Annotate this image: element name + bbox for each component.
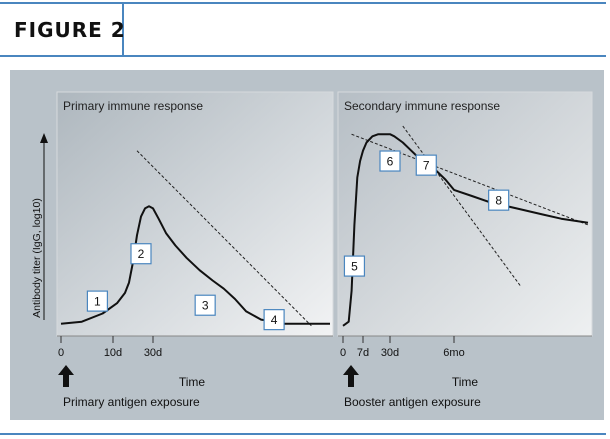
primary-annotation-label-4: 4: [271, 313, 278, 327]
primary-annotation-box-4: [263, 309, 285, 331]
secondary-panel-title: Secondary immune response: [344, 99, 500, 113]
primary-panel-title: Primary immune response: [63, 99, 203, 113]
secondary-annotation-box-7: [415, 154, 437, 176]
secondary-panel: [337, 91, 593, 337]
secondary-x-tick-label-0: 0: [340, 347, 346, 359]
primary-x-tick-label-0: 0: [58, 347, 64, 359]
primary-annotation-box-1: [86, 290, 109, 312]
primary-annotation-label-3: 3: [202, 299, 209, 313]
primary-x-tick-label-1: 10d: [104, 347, 122, 359]
primary-x-axis-label: Time: [179, 375, 206, 389]
secondary-exposure-label: Booster antigen exposure: [344, 395, 481, 409]
secondary-x-axis-label: Time: [452, 375, 479, 389]
secondary-response-curve: [342, 133, 589, 327]
header-top-rule: [0, 2, 606, 4]
figure-bottom-rule: [0, 433, 606, 435]
primary-exposure-label: Primary antigen exposure: [63, 395, 200, 409]
secondary-annotation-box-6: [379, 150, 401, 172]
secondary-annotation-box-8: [488, 189, 510, 211]
primary-annotation-box-2: [130, 243, 152, 265]
figure-label: FIGURE 2: [14, 18, 126, 42]
y-axis-label: Antibody titer (IgG, log10): [31, 198, 43, 318]
secondary-trend-line-1: [402, 125, 522, 287]
secondary-annotation-box-5: [343, 255, 366, 277]
secondary-annotation-label-7: 7: [423, 159, 430, 173]
secondary-annotation-label-8: 8: [495, 194, 502, 208]
secondary-x-tick-label-3: 6mo: [443, 347, 464, 359]
figure-header: FIGURE 2: [0, 0, 610, 58]
secondary-exposure-arrow: [343, 365, 359, 387]
primary-annotation-label-1: 1: [94, 295, 101, 309]
secondary-x-tick-label-1: 7d: [357, 347, 369, 359]
secondary-trend-line-0: [351, 133, 589, 226]
primary-annotation-box-3: [194, 294, 216, 316]
header-divider: [122, 2, 124, 57]
primary-trend-line-0: [136, 150, 312, 327]
y-axis-arrow-head: [40, 133, 48, 143]
header-bottom-rule: [0, 55, 606, 57]
secondary-annotation-label-6: 6: [387, 155, 394, 169]
secondary-x-tick-label-2: 30d: [381, 347, 399, 359]
secondary-annotation-label-5: 5: [351, 260, 358, 274]
primary-x-tick-label-2: 30d: [144, 347, 162, 359]
primary-exposure-arrow: [58, 365, 74, 387]
primary-annotation-label-2: 2: [138, 247, 145, 261]
